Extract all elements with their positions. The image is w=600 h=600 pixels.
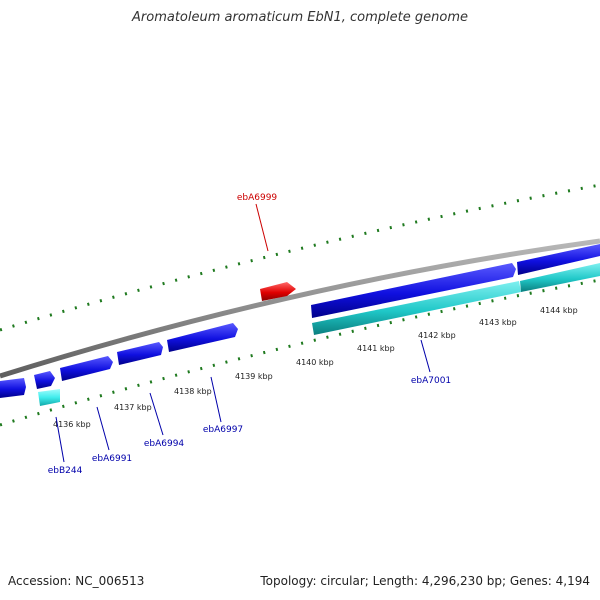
gene-block xyxy=(312,281,521,335)
scale-label: 4144 kbp xyxy=(540,306,578,315)
leader-line xyxy=(55,416,65,463)
gene-block xyxy=(117,342,163,365)
leader-line xyxy=(149,392,164,436)
map-title: Aromatoleum aromaticum EbN1, complete ge… xyxy=(132,10,468,25)
scale-label: 4137 kbp xyxy=(114,403,152,412)
gene-block xyxy=(167,323,238,352)
accession-text: Accession: NC_006513 xyxy=(8,574,145,588)
gene-block xyxy=(34,371,55,389)
gene-label: ebA6991 xyxy=(92,454,132,464)
scale-labels: 4136 kbp 4137 kbp 4138 kbp 4139 kbp 4140… xyxy=(53,306,578,429)
scale-label: 4143 kbp xyxy=(479,318,517,327)
gene-block xyxy=(520,263,600,292)
scale-label: 4136 kbp xyxy=(53,420,91,429)
scale-label: 4141 kbp xyxy=(357,344,395,353)
gene-block xyxy=(311,263,516,318)
inner-tick-track xyxy=(0,278,600,427)
leader-line xyxy=(210,376,222,423)
gene-labels: ebA6999 ebA7001 ebB244 ebA6991 ebA6994 e… xyxy=(48,193,451,476)
scale-label: 4140 kbp xyxy=(296,358,334,367)
scale-label: 4138 kbp xyxy=(174,387,212,396)
gene-block xyxy=(0,378,26,398)
gene-label: ebA6994 xyxy=(144,439,185,449)
scale-label: 4142 kbp xyxy=(418,331,456,340)
highlighted-gene xyxy=(260,282,296,301)
gene-block xyxy=(38,389,60,406)
gene-label: ebA6999 xyxy=(237,193,278,203)
gene-block xyxy=(60,356,113,381)
leader-line xyxy=(420,339,431,373)
gene-label: ebA6997 xyxy=(203,425,243,435)
forward-genes xyxy=(0,244,600,398)
leader-line xyxy=(96,406,110,451)
scale-label: 4139 kbp xyxy=(235,372,273,381)
outer-tick-track xyxy=(0,183,600,332)
gene-block xyxy=(517,244,600,275)
genome-summary-text: Topology: circular; Length: 4,296,230 bp… xyxy=(260,574,590,588)
gene-label: ebA7001 xyxy=(411,376,451,386)
reverse-genes xyxy=(38,263,600,406)
genome-backbone xyxy=(0,238,600,379)
gene-label: ebB244 xyxy=(48,466,83,476)
label-leaders xyxy=(55,203,431,463)
leader-line xyxy=(255,203,269,252)
